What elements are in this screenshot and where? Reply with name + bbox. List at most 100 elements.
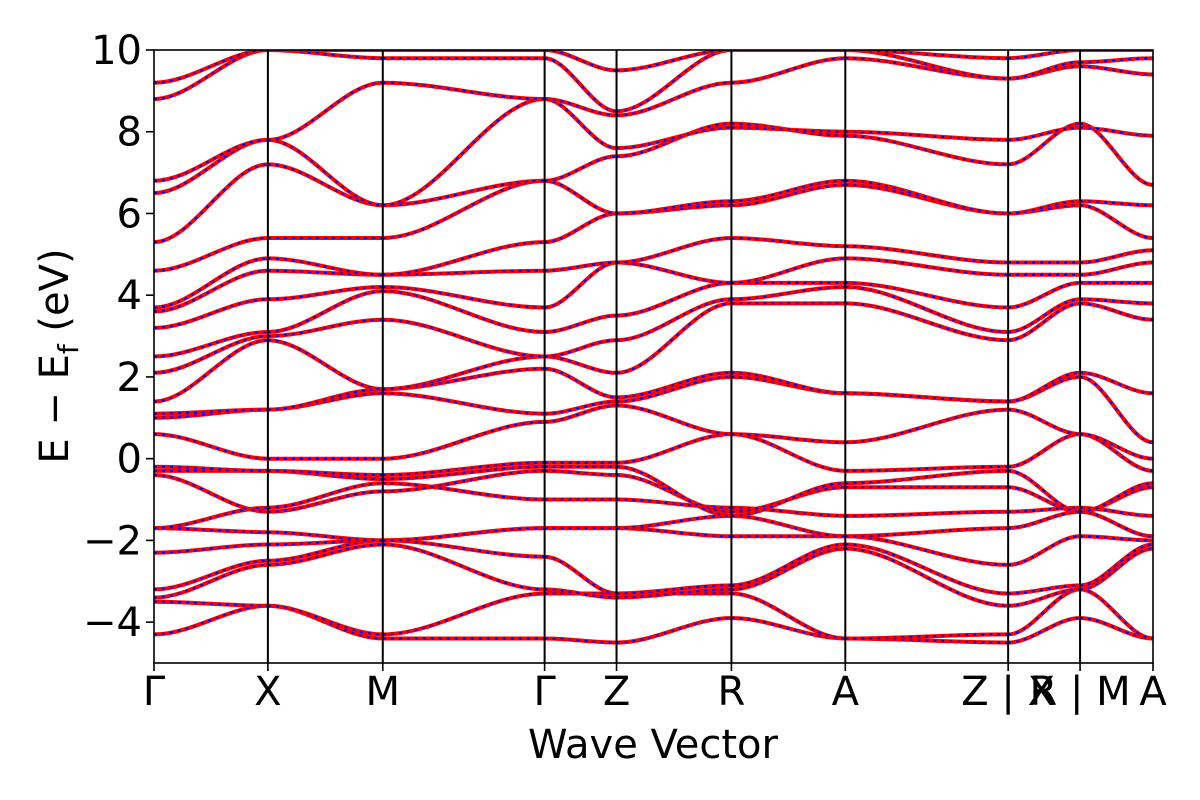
band-1-segment-0-overlay: [154, 600, 268, 607]
band-7-segment-1-overlay: [267, 490, 383, 513]
band-18-segment-8-overlay: [1080, 204, 1153, 239]
band-19-segment-6: [845, 178, 1009, 216]
band-0-segment-4-overlay: [616, 617, 732, 644]
band-12-segment-6-overlay: [845, 392, 1009, 403]
band-8-segment-6-overlay: [845, 469, 1009, 485]
band-4-segment-0-overlay: [154, 543, 268, 554]
bands-group: [154, 50, 1153, 645]
band-14-segment-3: [544, 338, 617, 359]
band-9-segment-8-overlay: [1080, 433, 1153, 472]
band-21-segment-2-overlay: [382, 98, 545, 207]
band-20-segment-2-overlay: [382, 179, 545, 207]
band-11-segment-3-overlay: [544, 400, 617, 415]
band-1-segment-2: [382, 591, 545, 637]
band-10-segment-2: [382, 419, 545, 461]
band-22-segment-3: [544, 97, 617, 118]
band-2-segment-4-overlay: [616, 588, 732, 599]
band-13-segment-7-overlay: [1008, 302, 1081, 342]
band-12-segment-5-overlay: [731, 371, 846, 395]
band-3-segment-8-overlay: [1080, 543, 1153, 587]
x-tick-label-7: Z | X: [961, 669, 1055, 715]
band-4-segment-8-overlay: [1080, 535, 1153, 542]
band-2-segment-5: [731, 546, 846, 592]
band-22-segment-5-overlay: [731, 57, 846, 84]
band-8-segment-2-overlay: [382, 465, 545, 481]
band-3-segment-6: [845, 542, 1009, 596]
band-15-segment-2: [382, 289, 545, 334]
band-15-segment-3: [544, 313, 617, 334]
y-tick-label-3: 2: [117, 355, 142, 401]
band-17-segment-0: [154, 268, 268, 314]
band-5-segment-0-overlay: [154, 527, 268, 534]
y-axis-ticks: −4 −2 0 2 4 6 8 10: [83, 28, 154, 646]
band-0-segment-3-overlay: [544, 637, 617, 644]
band-8-segment-1-overlay: [267, 469, 383, 481]
y-axis-label-main: E − E: [32, 354, 78, 464]
band-7-segment-0: [154, 473, 268, 514]
band-14-segment-0: [154, 334, 268, 375]
band-11-segment-2-overlay: [382, 392, 545, 415]
band-3-segment-3-overlay: [544, 555, 617, 595]
band-9-segment-4-overlay: [616, 433, 732, 464]
band-13-segment-6: [845, 301, 1009, 343]
band-20-segment-3: [544, 154, 617, 183]
band-16-segment-6-overlay: [845, 257, 1009, 276]
band-16-segment-4-overlay: [616, 261, 732, 284]
y-axis-label-unit: (eV): [32, 248, 78, 344]
x-tick-label-4: Z: [603, 669, 630, 715]
band-13-segment-8: [1080, 301, 1153, 322]
band-20-segment-7-overlay: [1008, 122, 1081, 166]
y-tick-label-2: 0: [117, 437, 142, 483]
band-13-segment-0-overlay: [154, 339, 268, 403]
band-9-segment-6-overlay: [845, 465, 1009, 472]
band-22-segment-1-overlay: [267, 81, 383, 141]
band-8-segment-4-overlay: [616, 465, 732, 517]
band-7-segment-3-overlay: [544, 469, 617, 476]
band-14-segment-7-overlay: [1008, 298, 1081, 333]
band-13-segment-4: [616, 301, 732, 375]
x-tick-label-5: R: [718, 669, 746, 715]
band-17-segment-3-overlay: [544, 261, 617, 272]
band-2-segment-3-overlay: [544, 588, 617, 599]
band-18-segment-4-overlay: [616, 204, 732, 215]
band-10-segment-8: [1079, 432, 1153, 461]
band-2-segment-6-overlay: [845, 547, 1009, 607]
high-symmetry-lines: [266, 50, 1082, 663]
band-18-segment-1-overlay: [267, 257, 383, 276]
band-9-segment-0-overlay: [154, 465, 268, 472]
band-4-segment-7: [1007, 534, 1081, 567]
band-22-segment-4: [616, 80, 732, 118]
band-3-segment-5: [731, 542, 846, 588]
band-21-segment-1-overlay: [267, 138, 383, 207]
band-5-segment-6-overlay: [845, 527, 1009, 538]
band-15-segment-7: [1007, 280, 1081, 310]
x-tick-label-8: R | M: [1029, 669, 1130, 715]
band-14-segment-6: [845, 285, 1009, 334]
band-6-segment-7-overlay: [1008, 506, 1081, 513]
band-17-segment-6-overlay: [845, 245, 1009, 264]
band-1-segment-5: [731, 591, 846, 641]
band-2-segment-1-overlay: [267, 543, 383, 566]
band-16-segment-0-overlay: [154, 298, 268, 329]
band-13-segment-1-overlay: [267, 339, 383, 391]
band-18-segment-2-overlay: [382, 241, 545, 276]
band-22-segment-0: [154, 137, 268, 183]
band-10-segment-6: [845, 407, 1009, 445]
band-19-segment-8-overlay: [1080, 200, 1153, 207]
y-axis-label: E − Ef (eV): [32, 248, 85, 463]
band-10-segment-0-overlay: [154, 433, 268, 460]
band-6-segment-6-overlay: [845, 510, 1009, 517]
band-12-segment-8: [1079, 370, 1153, 396]
band-4-segment-6-overlay: [845, 535, 1009, 566]
y-tick-label-1: −2: [83, 518, 142, 564]
band-23-segment-7: [1008, 60, 1081, 81]
band-15-segment-6-overlay: [845, 281, 1009, 309]
band-15-segment-0-overlay: [154, 331, 268, 358]
x-tick-label-3: Γ: [533, 669, 556, 715]
y-tick-label-6: 8: [117, 110, 142, 156]
band-2-segment-2: [382, 542, 545, 592]
band-18-segment-0-overlay: [154, 257, 268, 309]
band-8-segment-8: [1079, 481, 1153, 514]
band-20-segment-8-overlay: [1079, 122, 1153, 186]
